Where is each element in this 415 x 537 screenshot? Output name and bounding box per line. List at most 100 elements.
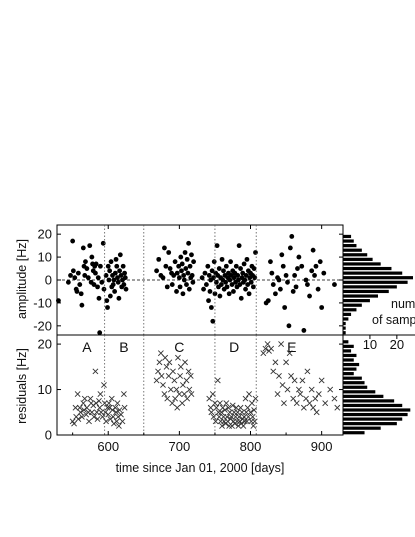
amplitude-point <box>273 291 278 297</box>
residual-point <box>283 359 290 366</box>
bottom-panel-frame <box>56 334 344 436</box>
amplitude-point <box>107 268 113 274</box>
amplitude-point <box>72 275 78 281</box>
amplitude-point <box>246 291 252 297</box>
residual-point <box>72 404 79 411</box>
residual-point <box>327 386 334 393</box>
residual-point <box>291 377 298 384</box>
residual-point <box>121 404 128 411</box>
top-y-tick-label: 10 <box>38 250 52 265</box>
amplitude-point <box>268 259 273 265</box>
amplitude-point <box>212 291 218 297</box>
amplitude-point <box>74 289 80 294</box>
amplitude-point <box>186 240 192 246</box>
amplitude-point <box>216 266 222 271</box>
histogram-bar <box>343 299 370 303</box>
residual-point <box>318 377 325 384</box>
histogram-bar <box>343 399 395 403</box>
amplitude-point <box>121 282 127 287</box>
amplitude-point <box>111 277 117 283</box>
histogram-title-line: of samples <box>372 313 415 327</box>
residual-point <box>241 418 248 425</box>
residual-point <box>241 413 248 420</box>
histogram-bar <box>343 417 403 421</box>
amplitude-point <box>120 263 126 269</box>
amplitude-point <box>211 259 217 265</box>
amplitude-point <box>208 305 214 310</box>
histogram-bar <box>343 358 354 362</box>
residual-point <box>157 350 164 357</box>
amplitude-point <box>253 250 258 255</box>
residual-point <box>113 418 120 425</box>
amplitude-point <box>176 263 182 269</box>
amplitude-point <box>289 234 295 239</box>
amplitude-point <box>296 254 302 260</box>
amplitude-point <box>201 286 206 292</box>
residual-point <box>181 391 188 398</box>
amplitude-point <box>189 273 195 278</box>
amplitude-point <box>210 318 216 324</box>
histogram-bar <box>343 403 403 408</box>
amplitude-point <box>286 323 292 329</box>
amplitude-point <box>229 282 235 287</box>
amplitude-point <box>307 293 312 299</box>
amplitude-point <box>163 263 169 269</box>
amplitude-point <box>100 240 106 246</box>
amplitude-point <box>122 270 127 276</box>
amplitude-point <box>179 261 185 267</box>
residual-point <box>250 422 257 429</box>
amplitude-point <box>186 286 192 292</box>
amplitude-point <box>117 268 123 274</box>
residual-point <box>300 404 307 411</box>
amplitude-point <box>83 259 88 265</box>
amplitude-point <box>56 298 61 304</box>
residual-point <box>244 418 250 425</box>
amplitude-point <box>290 289 296 294</box>
residual-point <box>224 413 230 420</box>
residual-point <box>177 363 184 370</box>
residual-point <box>315 391 322 398</box>
residual-point <box>96 397 102 404</box>
segment-label: B <box>119 339 128 355</box>
residual-point <box>163 363 170 370</box>
amplitude-point <box>280 263 286 269</box>
histogram-bar <box>343 331 346 335</box>
amplitude-point <box>236 277 241 283</box>
amplitude-point <box>112 270 118 276</box>
residual-point <box>306 400 313 407</box>
residual-point <box>297 391 304 398</box>
amplitude-point <box>93 270 98 276</box>
x-axis: 600 700 800 900 <box>72 225 333 454</box>
residual-point <box>119 418 126 425</box>
amplitude-point <box>96 295 102 301</box>
amplitude-point <box>277 286 283 292</box>
amplitude-point <box>156 256 162 262</box>
bottom-y-axis: 0 10 20 <box>38 337 343 443</box>
amplitude-point <box>84 266 90 271</box>
amplitude-point <box>231 275 237 281</box>
residual-point <box>162 354 169 361</box>
residual-point <box>223 400 230 407</box>
histogram-bar <box>343 248 362 252</box>
histogram-bar <box>343 394 384 398</box>
segment-labels: A B C D E <box>82 339 296 355</box>
residual-point <box>87 395 94 402</box>
residual-point <box>322 400 329 407</box>
histogram-bar <box>343 422 397 426</box>
residual-point <box>182 359 188 366</box>
amplitude-point <box>202 270 208 276</box>
histogram-top-bars <box>343 234 413 335</box>
residual-point <box>156 359 163 366</box>
residual-point <box>236 413 243 420</box>
residual-point <box>214 377 221 384</box>
amplitude-point <box>312 273 317 278</box>
amplitude-point <box>276 277 282 283</box>
residual-point <box>243 409 250 416</box>
amplitude-point <box>293 284 299 290</box>
residual-point <box>252 395 259 402</box>
amplitude-point <box>91 282 97 287</box>
bottom-segment-lines <box>104 335 257 435</box>
amplitude-point <box>174 289 179 294</box>
